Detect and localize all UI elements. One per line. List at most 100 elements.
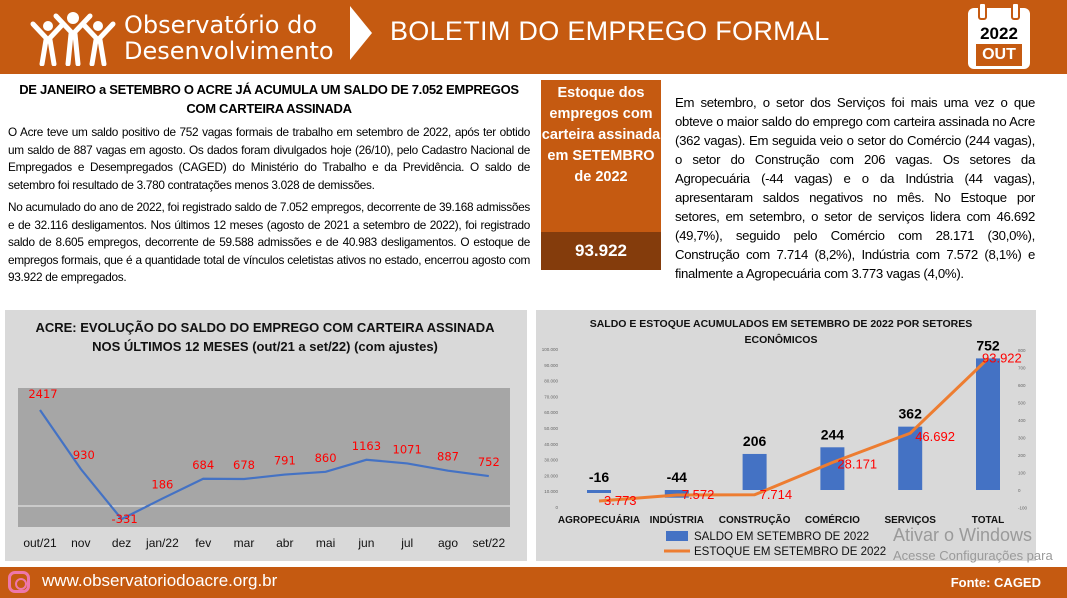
right-axis-tick: 0	[1018, 488, 1021, 493]
plot-area	[18, 388, 510, 527]
saldo-bar	[587, 490, 611, 493]
logo-line-1: Observatório do	[124, 11, 318, 39]
legend-line-label: ESTOQUE EM SETEMBRO DE 2022	[694, 546, 886, 558]
saldo-bar	[976, 358, 1000, 490]
monthly-balance-chart: ACRE: EVOLUÇÃO DO SALDO DO EMPREGO COM C…	[5, 310, 527, 561]
saldo-bar	[742, 453, 767, 490]
x-tick-label: mai	[316, 536, 335, 550]
website-link[interactable]: www.observatoriodoacre.org.br	[42, 571, 278, 590]
headline: DE JANEIRO a SETEMBRO O ACRE JÁ ACUMULA …	[19, 82, 519, 116]
stock-box-label: Estoque dos empregos com carteira assina…	[541, 85, 661, 185]
bar-line-chart-svg: 0 10.000 20.000 30.000 40.000 50.000 60.000 70.…	[542, 337, 1028, 558]
x-tick-label: COMÉRCIO	[805, 513, 860, 526]
x-tick-label: set/22	[472, 536, 505, 550]
x-tick-label: jun	[357, 536, 374, 550]
left-text-column: DE JANEIRO a SETEMBRO O ACRE JÁ ACUMULA …	[8, 80, 530, 287]
estoque-label: 46.692	[915, 429, 955, 444]
header-bar: Observatório do Desenvolvimento BOLETIM D…	[0, 0, 1067, 74]
left-axis-tick: 30.000	[544, 458, 558, 463]
x-tick-label: nov	[71, 536, 90, 550]
data-label: 1163	[352, 439, 381, 453]
saldo-label: 752	[976, 337, 1000, 353]
instagram-icon[interactable]	[8, 571, 30, 593]
left-axis-tick: 40.000	[544, 442, 558, 447]
estoque-label: 7.572	[682, 487, 715, 502]
x-tick-label: ago	[438, 536, 458, 550]
right-axis-tick: -100	[1018, 506, 1028, 511]
left-axis-tick: 70.000	[544, 394, 558, 399]
source-label: Fonte: CAGED	[950, 575, 1041, 590]
x-tick-label: jul	[400, 536, 413, 550]
paragraph-1: O Acre teve um saldo positivo de 752 vag…	[8, 125, 530, 192]
watermark-line-2: Acesse Configurações para	[893, 548, 1053, 563]
right-axis-tick: 600	[1018, 383, 1026, 388]
legend-bar-label: SALDO EM SETEMBRO DE 2022	[694, 531, 869, 543]
x-tick-label: SERVIÇOS	[884, 515, 936, 526]
data-label: 752	[478, 455, 500, 469]
estoque-label: 93.922	[982, 351, 1022, 366]
chart-title: SALDO E ESTOQUE ACUMULADOS EM SETEMBRO D…	[589, 318, 973, 346]
x-tick-label: mar	[234, 536, 255, 550]
data-label: 2417	[28, 387, 57, 401]
x-tick-label: abr	[276, 536, 293, 550]
x-tick-label: TOTAL	[972, 515, 1004, 526]
data-label: 791	[274, 454, 296, 468]
x-tick-label: CONSTRUÇÃO	[719, 513, 791, 526]
left-axis-tick: 0	[555, 505, 558, 510]
logo-people-icon	[30, 12, 116, 66]
left-axis-tick: 80.000	[544, 379, 558, 384]
left-axis-tick: 50.000	[544, 426, 558, 431]
arrow-divider	[350, 6, 372, 60]
page-title: BOLETIM DO EMPREGO FORMAL	[390, 16, 830, 46]
saldo-label: 206	[743, 433, 767, 449]
data-label: 930	[73, 448, 95, 462]
estoque-label: 7.714	[760, 487, 793, 502]
left-axis-tick: 100.000	[542, 347, 559, 352]
watermark-line-1: Ativar o Windows	[893, 525, 1033, 545]
x-tick-label: AGROPECUÁRIA	[558, 513, 640, 526]
x-tick-label: dez	[112, 536, 131, 550]
stock-box: Estoque dos empregos com carteira assina…	[541, 80, 661, 270]
x-tick-label: fev	[195, 536, 211, 550]
chart-title: ACRE: EVOLUÇÃO DO SALDO DO EMPREGO COM C…	[35, 320, 495, 354]
data-label: 1071	[393, 442, 422, 456]
stock-box-value: 93.922	[541, 232, 661, 270]
data-label: 678	[233, 458, 255, 472]
legend-bar-swatch	[666, 531, 688, 541]
footer-bar: www.observatoriodoacre.org.br Fonte: CAG…	[0, 567, 1067, 598]
logo-text: Observatório do Desenvolvimento	[124, 12, 334, 64]
right-axis-tick: 700	[1018, 366, 1026, 371]
data-label: 186	[151, 478, 173, 492]
right-axis-tick: 300	[1018, 436, 1026, 441]
x-tick-label: out/21	[23, 536, 57, 550]
line-chart-svg: 2417 out/21 930 nov -331 dez 186 jan/22 684 fev 67…	[18, 387, 510, 550]
saldo-label: 362	[899, 406, 923, 422]
data-label: -331	[112, 512, 138, 526]
estoque-label: 28.171	[837, 456, 877, 471]
right-axis-tick: 500	[1018, 401, 1026, 406]
right-axis-tick: 100	[1018, 471, 1026, 476]
saldo-label: -44	[667, 469, 687, 485]
calendar-month: OUT	[976, 44, 1022, 66]
left-axis-tick: 60.000	[544, 410, 558, 415]
paragraph-3: Em setembro, o setor dos Serviços foi ma…	[675, 95, 1035, 281]
left-axis-tick: 90.000	[544, 363, 558, 368]
sector-chart: SALDO E ESTOQUE ACUMULADOS EM SETEMBRO D…	[536, 310, 1036, 561]
right-axis-tick: 400	[1018, 418, 1026, 423]
calendar-icon: 2022 OUT	[968, 2, 1030, 69]
x-tick-label: jan/22	[145, 536, 179, 550]
calendar-year: 2022	[980, 24, 1018, 43]
saldo-label: -16	[589, 469, 609, 485]
estoque-label: 3.773	[604, 493, 637, 508]
saldo-bar	[820, 447, 845, 490]
x-tick-label: INDÚSTRIA	[650, 513, 704, 526]
data-label: 860	[315, 451, 337, 465]
left-axis-tick: 10.000	[544, 489, 558, 494]
right-axis-tick: 200	[1018, 453, 1026, 458]
paragraph-2: No acumulado do ano de 2022, foi registr…	[8, 200, 530, 284]
saldo-label: 244	[821, 426, 845, 442]
right-axis-tick: 800	[1018, 348, 1026, 353]
logo-line-2: Desenvolvimento	[124, 37, 334, 65]
data-label: 684	[192, 458, 214, 472]
left-axis-tick: 20.000	[544, 473, 558, 478]
